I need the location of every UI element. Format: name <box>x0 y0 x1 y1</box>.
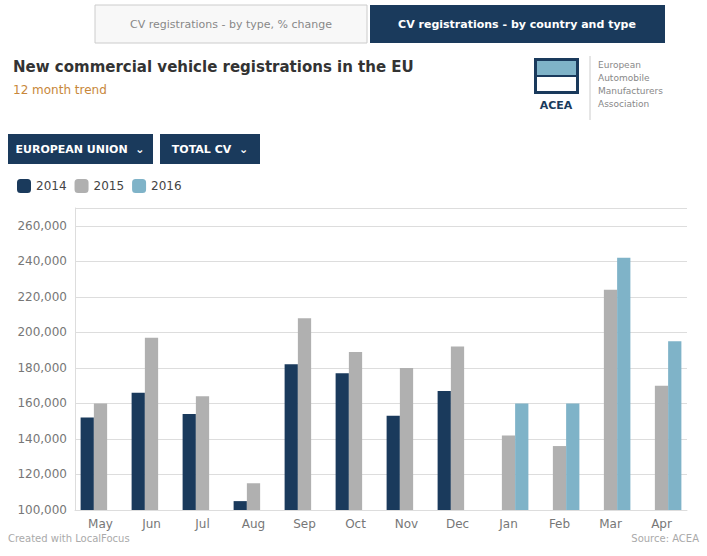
svg-text:CV registrations - by type, %: CV registrations - by type, % change <box>130 18 332 31</box>
svg-text:180,000: 180,000 <box>17 361 67 375</box>
svg-text:Apr: Apr <box>651 517 672 531</box>
svg-text:Oct: Oct <box>345 517 366 531</box>
svg-text:2014: 2014 <box>36 179 67 193</box>
svg-text:100,000: 100,000 <box>17 503 67 517</box>
svg-text:TOTAL CV ⌄: TOTAL CV ⌄ <box>172 143 248 156</box>
svg-text:Aug: Aug <box>242 517 265 531</box>
svg-text:160,000: 160,000 <box>17 396 67 410</box>
svg-text:Automobile: Automobile <box>598 73 650 83</box>
svg-text:European: European <box>598 60 641 70</box>
svg-text:Mar: Mar <box>599 517 622 531</box>
svg-text:2015: 2015 <box>94 179 125 193</box>
svg-text:CV registrations - by country: CV registrations - by country and type <box>398 18 636 31</box>
svg-text:Source: ACEA: Source: ACEA <box>631 533 699 544</box>
svg-text:New commercial vehicle registr: New commercial vehicle registrations in … <box>13 58 414 76</box>
svg-text:ACEA: ACEA <box>540 99 573 112</box>
svg-text:Jun: Jun <box>141 517 161 531</box>
svg-text:Nov: Nov <box>395 517 418 531</box>
svg-text:Created with LocalFocus: Created with LocalFocus <box>8 533 130 544</box>
svg-text:Sep: Sep <box>293 517 316 531</box>
svg-text:Feb: Feb <box>549 517 570 531</box>
svg-text:2016: 2016 <box>151 179 182 193</box>
svg-text:200,000: 200,000 <box>17 325 67 339</box>
svg-text:220,000: 220,000 <box>17 290 67 304</box>
svg-text:Jan: Jan <box>498 517 518 531</box>
svg-text:Association: Association <box>598 99 649 109</box>
svg-text:120,000: 120,000 <box>17 467 67 481</box>
svg-text:Dec: Dec <box>446 517 469 531</box>
svg-text:May: May <box>88 517 113 531</box>
svg-text:12 month trend: 12 month trend <box>13 83 107 97</box>
svg-text:Jul: Jul <box>194 517 209 531</box>
svg-text:Manufacturers: Manufacturers <box>598 86 663 96</box>
svg-text:140,000: 140,000 <box>17 432 67 446</box>
svg-text:240,000: 240,000 <box>17 254 67 268</box>
svg-text:260,000: 260,000 <box>17 219 67 233</box>
svg-text:EUROPEAN UNION ⌄: EUROPEAN UNION ⌄ <box>15 143 144 156</box>
